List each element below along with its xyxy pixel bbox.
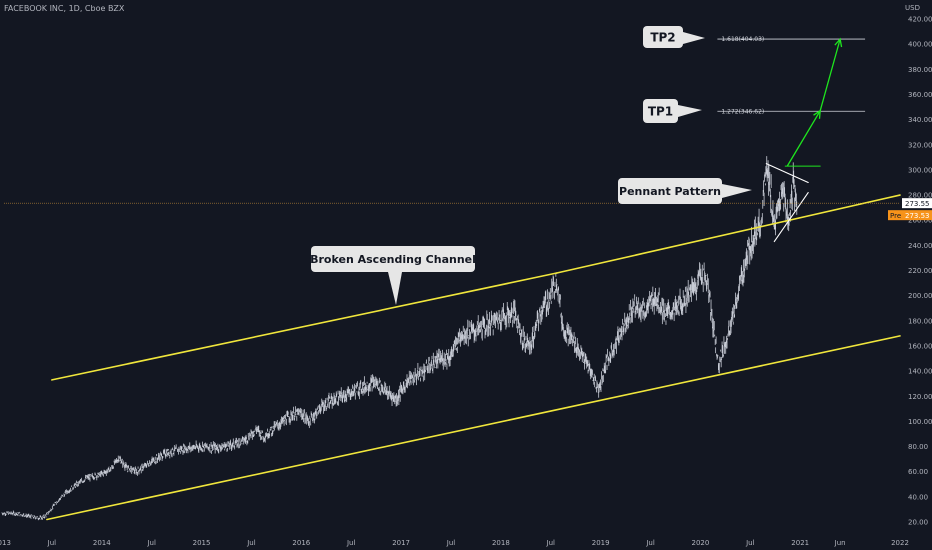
pennant-callout-text: Pennant Pattern [619,185,721,198]
pennant-callout-pointer [722,184,752,198]
prev-close-tag-text: 273.53 [905,212,930,220]
y-tick-label: 200.00 [908,292,932,300]
tp2-callout-pointer [683,32,705,44]
x-tick-label: 2019 [592,539,610,547]
tp1-callout-text: TP1 [648,104,673,118]
y-tick-label: 40.00 [908,493,928,501]
y-tick-label: 100.00 [908,418,932,426]
callouts-layer: TP2 TP1 Pennant Pattern Broken Ascending Ch… [310,26,752,305]
last-price-tag-text: 273.55 [905,200,930,208]
tp1-level-label: 1.272(346.62) [721,108,764,115]
tp2-callout-box [643,26,683,48]
x-tick-label: Jul [546,539,556,547]
axes-layer: 20.00 40.00 60.00 80.00 100.00 120.00 140.00 16… [0,16,932,547]
x-tick-label: 2015 [193,539,211,547]
upper-channel-line [51,272,558,381]
y-tick-label: 60.00 [908,468,928,476]
tp1-callout-pointer [678,105,702,117]
price-series-layer [1,156,798,521]
y-tick-label: 220.00 [908,267,932,275]
x-tick-label: 2013 [0,539,11,547]
y-tick-label: 400.00 [908,41,932,49]
y-tick-label: 280.00 [908,192,932,200]
prev-close-prefix: Pre [890,212,901,220]
x-tick-label: Jul [246,539,256,547]
y-tick-label: 420.00 [908,16,932,24]
pennant-callout-box [618,178,722,204]
x-tick-label: 2022 [891,539,909,547]
y-tick-label: 140.00 [908,368,932,376]
x-tick-label: Jul [47,539,57,547]
y-tick-label: 320.00 [908,141,932,149]
tp1-callout: TP1 [643,99,702,123]
prev-close-tag [888,210,932,221]
x-tick-label: 2017 [392,539,410,547]
target-arrow-2-head [834,37,843,48]
y-tick-label: 360.00 [908,91,932,99]
y-tick-label: 240.00 [908,242,932,250]
y-tick-label: 80.00 [908,443,928,451]
y-tick-label: 260.00 [908,217,932,225]
tp2-callout-text: TP2 [650,30,675,44]
x-tick-label: Jul [446,539,456,547]
y-tick-label: 300.00 [908,166,932,174]
pennant-upper-line [765,163,809,184]
channel-callout-pointer [388,272,402,305]
channel-callout-box [311,246,475,272]
y-tick-label: 20.00 [908,519,928,527]
upper-channel-extension [555,194,901,274]
x-tick-label: Jun [834,539,846,547]
x-tick-label: Jul [146,539,156,547]
drawings-layer: 1.272(346.62) 1.618(404.03) [4,36,901,521]
tp2-level-label: 1.618(404.03) [721,36,764,43]
currency-label: USD [905,4,920,12]
x-tick-label: 2020 [692,539,710,547]
pennant-callout: Pennant Pattern [618,178,752,204]
lower-channel-line [46,335,901,521]
x-tick-label: 2014 [93,539,111,547]
x-tick-label: Jul [346,539,356,547]
x-tick-label: Jul [645,539,655,547]
y-tick-label: 380.00 [908,66,932,74]
y-tick-label: 180.00 [908,317,932,325]
x-tick-label: 2016 [292,539,310,547]
y-tick-label: 160.00 [908,342,932,350]
channel-callout: Broken Ascending Channel [310,246,476,305]
target-arrow-2 [819,38,841,111]
tp1-callout-box [643,99,678,123]
x-tick-label: Jul [745,539,755,547]
y-tick-label: 340.00 [908,116,932,124]
symbol-title: FACEBOOK INC, 1D, Cboe BZX [4,4,125,13]
x-tick-label: 2018 [492,539,510,547]
tp2-callout: TP2 [643,26,705,48]
channel-callout-text: Broken Ascending Channel [310,253,476,266]
x-tick-label: 2021 [791,539,809,547]
y-tick-label: 120.00 [908,393,932,401]
pennant-lower-line [773,191,809,243]
target-arrow-1 [786,110,821,167]
last-price-tag [902,198,932,209]
